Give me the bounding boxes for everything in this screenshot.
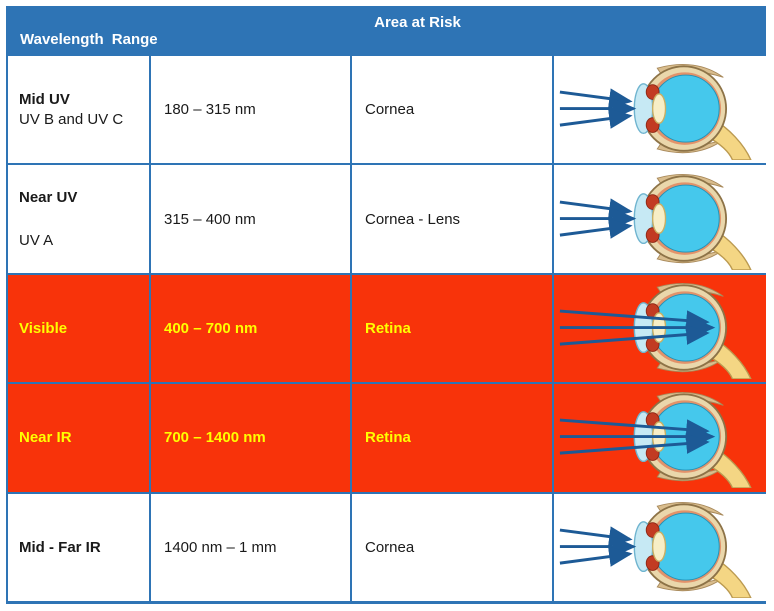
area-at-risk-cell: Retina	[352, 384, 552, 492]
wavelength-name-cell: Near UV UV A	[8, 165, 149, 273]
eye-icon	[633, 501, 752, 598]
area-at-risk: Cornea - Lens	[365, 210, 461, 228]
area-at-risk: Retina	[365, 429, 411, 447]
area-at-risk: Cornea	[365, 538, 415, 556]
eye-icon	[633, 173, 752, 270]
wavelength-name: Mid UV	[19, 91, 70, 109]
wavelength-range-cell: 400 – 700 nm	[151, 274, 350, 383]
light-beam-arrows-icon	[560, 202, 633, 235]
area-at-risk-cell: Cornea	[352, 493, 552, 601]
table-header: Wavelength Range Area at Risk	[8, 8, 766, 54]
wavelength-range: 400 – 700 nm	[164, 319, 258, 337]
wavelength-range: 1400 nm – 1 mm	[164, 538, 277, 556]
wavelength-range: 700 – 1400 nm	[164, 429, 266, 447]
wavelength-name-cell: Visible	[8, 274, 149, 383]
wavelength-range: 315 – 400 nm	[164, 210, 256, 228]
wavelength-range-cell: 315 – 400 nm	[151, 165, 350, 273]
eye-diagram-cell	[554, 384, 766, 492]
wavelength-range-cell: 700 – 1400 nm	[151, 384, 350, 492]
wavelength-range-cell: 1400 nm – 1 mm	[151, 493, 350, 601]
eye-cross-section-illustration	[554, 63, 752, 161]
wavelength-range-cell: 180 – 315 nm	[151, 56, 350, 164]
wavelength-name: Near IR	[19, 429, 72, 447]
wavelength-name-cell: Near IR	[8, 384, 149, 492]
wavelength-name: Mid - Far IR	[19, 538, 101, 556]
eye-icon	[633, 391, 752, 489]
eye-icon	[633, 63, 752, 161]
wavelength-name-cell: Mid UV UV B and UV C	[8, 56, 149, 164]
light-beam-arrows-icon	[560, 530, 633, 563]
header-wavelength-range: Wavelength Range	[20, 31, 158, 48]
area-at-risk-cell: Cornea - Lens	[352, 165, 552, 273]
area-at-risk: Cornea	[365, 101, 415, 119]
eye-diagram-cell	[554, 274, 766, 383]
area-at-risk: Retina	[365, 319, 411, 337]
eye-diagram-cell	[554, 56, 766, 164]
header-area-at-risk: Area at Risk	[374, 14, 461, 31]
eye-cross-section-illustration	[554, 501, 752, 598]
wavelength-subname: UV A	[19, 232, 54, 250]
wavelength-range: 180 – 315 nm	[164, 101, 256, 119]
wavelength-name: Near UV	[19, 189, 78, 207]
wavelength-subname: UV B and UV C	[19, 111, 124, 129]
light-beam-arrows-icon	[560, 92, 633, 125]
wavelength-name: Visible	[19, 319, 68, 337]
eye-cross-section-illustration	[554, 282, 752, 379]
area-at-risk-cell: Retina	[352, 274, 552, 383]
eye-diagram-cell	[554, 493, 766, 601]
wavelength-name-cell: Mid - Far IR	[8, 493, 149, 601]
eye-cross-section-illustration	[554, 391, 752, 489]
eye-cross-section-illustration	[554, 173, 752, 270]
eye-icon	[633, 282, 752, 379]
wavelength-risk-table: Wavelength Range Area at Risk Mid UV UV …	[6, 6, 766, 604]
eye-diagram-cell	[554, 165, 766, 273]
area-at-risk-cell: Cornea	[352, 56, 552, 164]
